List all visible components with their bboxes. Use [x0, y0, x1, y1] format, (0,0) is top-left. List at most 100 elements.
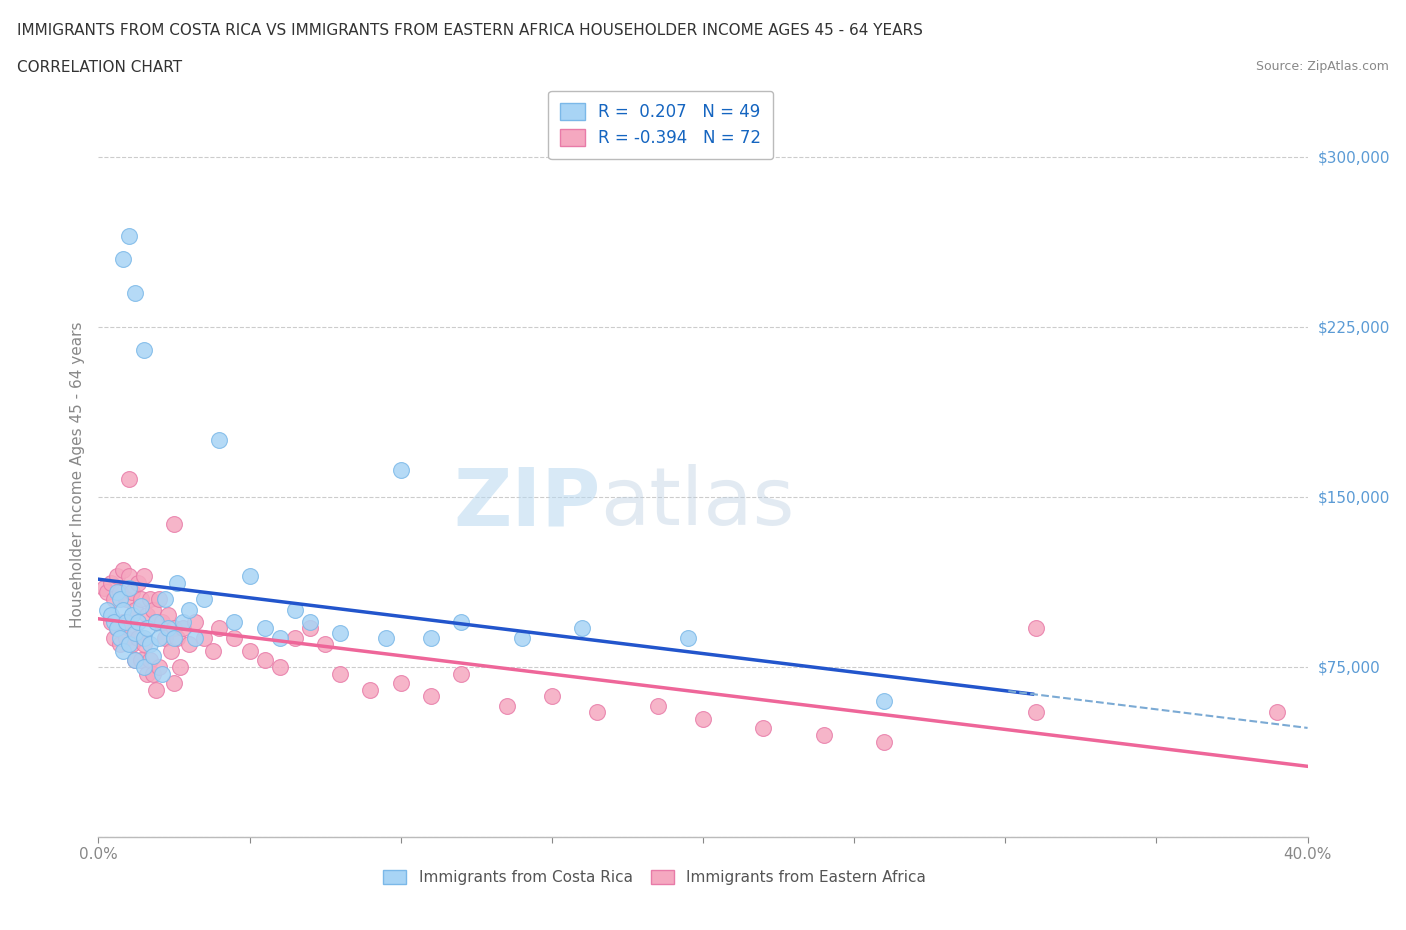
- Point: [329, 626, 352, 641]
- Point: [184, 631, 207, 645]
- Point: [156, 621, 179, 636]
- Point: [145, 614, 167, 629]
- Point: [239, 569, 262, 584]
- Point: [156, 607, 179, 622]
- Point: [135, 621, 157, 636]
- Point: [166, 576, 188, 591]
- Point: [676, 631, 699, 645]
- Point: [540, 689, 562, 704]
- Point: [163, 621, 186, 636]
- Point: [813, 727, 835, 742]
- Point: [111, 644, 134, 658]
- Point: [873, 735, 896, 750]
- Point: [135, 667, 157, 682]
- Point: [103, 591, 125, 606]
- Point: [118, 569, 141, 584]
- Point: [96, 585, 118, 600]
- Point: [114, 614, 136, 629]
- Point: [172, 614, 194, 629]
- Point: [132, 659, 155, 674]
- Point: [239, 644, 262, 658]
- Point: [299, 621, 322, 636]
- Point: [139, 653, 162, 668]
- Point: [450, 667, 472, 682]
- Point: [121, 607, 143, 622]
- Point: [108, 585, 131, 600]
- Point: [111, 251, 134, 266]
- Point: [127, 614, 149, 629]
- Point: [100, 614, 122, 629]
- Point: [132, 637, 155, 652]
- Point: [193, 631, 215, 645]
- Point: [100, 576, 122, 591]
- Point: [111, 614, 134, 629]
- Point: [571, 621, 593, 636]
- Point: [284, 603, 307, 618]
- Point: [329, 667, 352, 682]
- Point: [163, 517, 186, 532]
- Point: [103, 614, 125, 629]
- Point: [127, 576, 149, 591]
- Point: [93, 580, 115, 595]
- Point: [124, 603, 146, 618]
- Point: [105, 585, 128, 600]
- Point: [111, 603, 134, 618]
- Point: [172, 621, 194, 636]
- Point: [148, 659, 170, 674]
- Point: [129, 598, 152, 613]
- Point: [420, 689, 443, 704]
- Point: [299, 614, 322, 629]
- Point: [389, 462, 412, 477]
- Point: [163, 631, 186, 645]
- Y-axis label: Householder Income Ages 45 - 64 years: Householder Income Ages 45 - 64 years: [69, 321, 84, 628]
- Point: [124, 653, 146, 668]
- Point: [132, 569, 155, 584]
- Point: [160, 644, 183, 658]
- Point: [124, 626, 146, 641]
- Point: [374, 631, 396, 645]
- Point: [224, 614, 246, 629]
- Point: [105, 569, 128, 584]
- Point: [752, 721, 775, 736]
- Point: [129, 653, 152, 668]
- Point: [111, 562, 134, 577]
- Point: [121, 585, 143, 600]
- Point: [495, 698, 517, 713]
- Point: [169, 659, 191, 674]
- Point: [150, 614, 173, 629]
- Point: [184, 614, 207, 629]
- Point: [150, 667, 173, 682]
- Point: [153, 591, 176, 606]
- Text: IMMIGRANTS FROM COSTA RICA VS IMMIGRANTS FROM EASTERN AFRICA HOUSEHOLDER INCOME : IMMIGRANTS FROM COSTA RICA VS IMMIGRANTS…: [17, 23, 922, 38]
- Point: [118, 472, 141, 486]
- Point: [510, 631, 533, 645]
- Point: [142, 648, 165, 663]
- Point: [284, 631, 307, 645]
- Point: [389, 675, 412, 690]
- Point: [108, 591, 131, 606]
- Point: [139, 637, 162, 652]
- Point: [129, 591, 152, 606]
- Point: [96, 603, 118, 618]
- Point: [253, 621, 276, 636]
- Point: [179, 637, 201, 652]
- Point: [208, 432, 231, 447]
- Point: [163, 675, 186, 690]
- Point: [145, 683, 167, 698]
- Point: [166, 631, 188, 645]
- Point: [148, 631, 170, 645]
- Point: [124, 653, 146, 668]
- Point: [124, 286, 146, 300]
- Point: [1024, 621, 1046, 636]
- Point: [108, 631, 131, 645]
- Text: CORRELATION CHART: CORRELATION CHART: [17, 60, 181, 75]
- Point: [132, 631, 155, 645]
- Point: [450, 614, 472, 629]
- Point: [692, 711, 714, 726]
- Point: [420, 631, 443, 645]
- Point: [127, 631, 149, 645]
- Text: Source: ZipAtlas.com: Source: ZipAtlas.com: [1256, 60, 1389, 73]
- Point: [208, 621, 231, 636]
- Point: [1267, 705, 1289, 720]
- Point: [873, 694, 896, 709]
